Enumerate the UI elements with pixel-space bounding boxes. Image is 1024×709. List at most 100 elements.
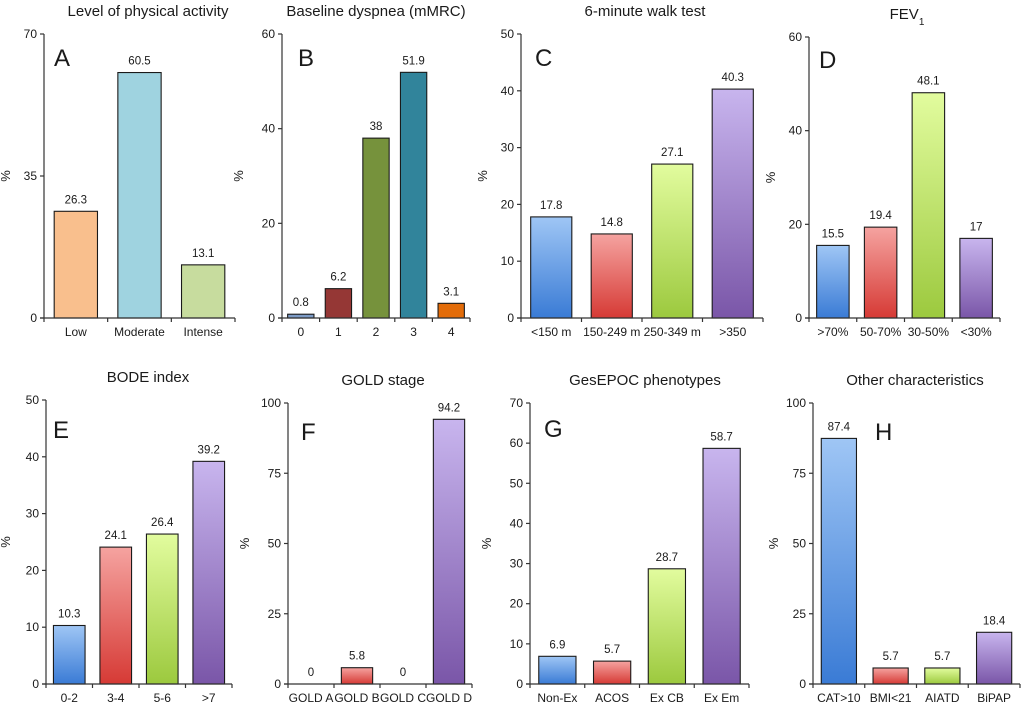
panel-title: Other characteristics bbox=[846, 372, 984, 389]
panel-g: GesEPOC phenotypes G% 6.9 Non-Ex 5.7 ACOS 28.7… bbox=[479, 372, 750, 705]
bar-a-2 bbox=[180, 264, 226, 319]
bar-d-0 bbox=[816, 244, 850, 319]
x-tick-label: >7 bbox=[202, 691, 216, 705]
panel-b: Baseline dyspnea (mMRC) B% 0.8 0 6.2 1 38 2 51.9… bbox=[231, 3, 471, 339]
y-tick-label: 75 bbox=[793, 466, 807, 480]
bar-f-3 bbox=[432, 418, 466, 685]
y-tick-label: 10 bbox=[26, 620, 40, 634]
data-label: 13.1 bbox=[192, 248, 214, 260]
y-tick-label: 20 bbox=[510, 597, 524, 611]
y-tick-label: 25 bbox=[268, 607, 282, 621]
y-tick-label: 75 bbox=[268, 466, 282, 480]
y-tick-label: 100 bbox=[261, 396, 281, 410]
panel-title-subscript: 1 bbox=[919, 17, 925, 28]
x-tick-label: ACOS bbox=[595, 691, 629, 705]
bar-e-2 bbox=[145, 533, 179, 685]
panel-h: Other characteristics H% 87.4 CAT>10 5.7 BMI<… bbox=[766, 372, 1021, 705]
x-tick-label: 1 bbox=[335, 325, 342, 339]
y-tick-label: 40 bbox=[510, 516, 524, 530]
data-label: 58.7 bbox=[710, 431, 732, 443]
y-tick-label: 20 bbox=[501, 197, 515, 211]
y-tick-label: 50 bbox=[793, 537, 807, 551]
y-tick-label: 0 bbox=[516, 677, 523, 691]
data-label: 51.9 bbox=[402, 55, 424, 67]
bar-e-0 bbox=[52, 624, 86, 685]
bar-c-2 bbox=[651, 163, 694, 319]
panel-letter: D bbox=[819, 47, 836, 74]
panel-title: FEV1 bbox=[890, 6, 925, 28]
bar-g-2 bbox=[647, 568, 687, 685]
data-label: 26.3 bbox=[65, 194, 87, 206]
x-tick-label: 150-249 m bbox=[583, 325, 640, 339]
bar-a-1 bbox=[117, 71, 162, 319]
data-label: 17.8 bbox=[540, 200, 562, 212]
data-label: 6.9 bbox=[549, 639, 565, 651]
data-label: 0 bbox=[308, 667, 314, 679]
bar-b-3 bbox=[399, 71, 428, 319]
x-tick-label: 250-349 m bbox=[644, 325, 701, 339]
y-axis-label: % bbox=[237, 537, 252, 549]
y-tick-label: 40 bbox=[26, 450, 40, 464]
y-tick-label: 10 bbox=[510, 637, 524, 651]
panel-title: GOLD stage bbox=[341, 372, 424, 389]
panel-letter: G bbox=[544, 416, 563, 443]
x-tick-label: Non-Ex bbox=[537, 691, 577, 705]
y-tick-label: 50 bbox=[510, 476, 524, 490]
panel-title: BODE index bbox=[107, 369, 190, 386]
x-tick-label: <150 m bbox=[531, 325, 571, 339]
bar-g-0 bbox=[538, 655, 577, 685]
panel-title: 6-minute walk test bbox=[585, 3, 707, 20]
data-label: 0 bbox=[400, 667, 406, 679]
panel-e: BODE index E% 10.3 0-2 24.1 3-4 26.4 5-6 39.2 >7 0… bbox=[0, 369, 233, 705]
panel-title: Level of physical activity bbox=[68, 3, 229, 20]
y-tick-label: 35 bbox=[24, 169, 38, 183]
x-tick-label: GOLD B bbox=[334, 691, 379, 705]
bar-h-3 bbox=[975, 631, 1013, 685]
data-label: 5.7 bbox=[934, 651, 950, 663]
y-tick-label: 0 bbox=[507, 311, 514, 325]
y-tick-label: 10 bbox=[501, 254, 515, 268]
x-tick-label: GOLD C bbox=[380, 691, 426, 705]
y-tick-label: 60 bbox=[789, 30, 803, 44]
y-tick-label: 30 bbox=[26, 507, 40, 521]
data-label: 0.8 bbox=[293, 297, 309, 309]
bar-e-3 bbox=[192, 460, 226, 685]
bar-h-0 bbox=[820, 437, 858, 685]
y-tick-label: 0 bbox=[30, 311, 37, 325]
panel-title: Baseline dyspnea (mMRC) bbox=[286, 3, 465, 20]
data-label: 60.5 bbox=[128, 56, 150, 68]
x-tick-label: BiPAP bbox=[977, 691, 1011, 705]
y-tick-label: 40 bbox=[501, 84, 515, 98]
data-label: 40.3 bbox=[722, 72, 744, 84]
x-tick-label: 2 bbox=[373, 325, 380, 339]
x-tick-label: 5-6 bbox=[154, 691, 172, 705]
y-tick-label: 40 bbox=[262, 122, 276, 136]
panel-letter: H bbox=[875, 419, 892, 446]
x-tick-label: Moderate bbox=[114, 325, 165, 339]
y-axis-label: % bbox=[0, 536, 13, 548]
bar-d-1 bbox=[863, 226, 898, 319]
bar-g-3 bbox=[702, 447, 741, 685]
y-tick-label: 0 bbox=[268, 311, 275, 325]
data-label: 28.7 bbox=[656, 552, 678, 564]
y-tick-label: 60 bbox=[262, 27, 276, 41]
bar-b-2 bbox=[362, 137, 390, 319]
y-axis-label: % bbox=[766, 537, 781, 549]
y-tick-label: 20 bbox=[789, 217, 803, 231]
x-tick-label: >350 bbox=[719, 325, 746, 339]
x-tick-label: 50-70% bbox=[860, 325, 902, 339]
y-tick-label: 70 bbox=[510, 396, 524, 410]
y-tick-label: 30 bbox=[510, 557, 524, 571]
y-axis-label: % bbox=[763, 171, 778, 183]
y-tick-label: 0 bbox=[795, 311, 802, 325]
data-label: 5.7 bbox=[604, 644, 620, 656]
x-tick-label: 0-2 bbox=[61, 691, 79, 705]
y-tick-label: 25 bbox=[793, 607, 807, 621]
x-tick-label: AIATD bbox=[925, 691, 960, 705]
x-tick-label: BMI<21 bbox=[870, 691, 912, 705]
x-tick-label: 0 bbox=[297, 325, 304, 339]
y-axis-label: % bbox=[0, 170, 13, 182]
y-tick-label: 70 bbox=[24, 27, 38, 41]
x-tick-label: <30% bbox=[961, 325, 992, 339]
